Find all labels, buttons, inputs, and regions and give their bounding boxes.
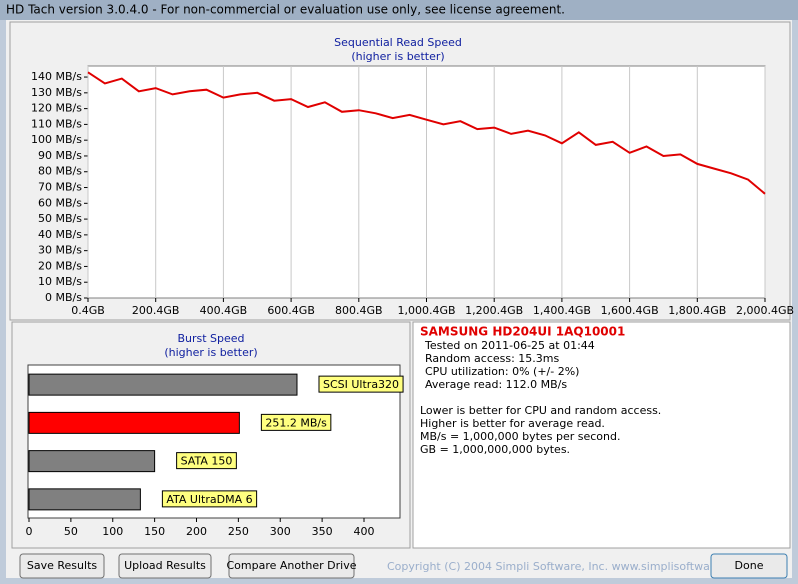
bar-label: SATA 150 xyxy=(176,452,237,470)
x-tick-label: 200 xyxy=(186,525,207,538)
button-label: Done xyxy=(735,559,764,572)
button-label: Upload Results xyxy=(124,559,206,572)
label-box xyxy=(318,375,404,393)
info-note: Higher is better for average read. xyxy=(420,417,605,430)
chart-title: Burst Speed xyxy=(177,332,244,345)
bar-label: SCSI Ultra320 xyxy=(318,375,404,393)
burst-bar xyxy=(28,488,141,511)
button-face xyxy=(19,553,105,579)
x-tick-label: 150 xyxy=(144,525,165,538)
bar-label-text: SATA 150 xyxy=(181,455,233,468)
button[interactable]: Compare Another Drive xyxy=(226,553,357,579)
x-tick-label: 0.4GB xyxy=(71,304,105,317)
bar-label-text: ATA UltraDMA 6 xyxy=(166,493,252,506)
x-tick-label: 1,200.4GB xyxy=(465,304,523,317)
y-tick-label: 110 MB/s xyxy=(31,117,82,130)
copyright: Copyright (C) 2004 Simpli Software, Inc.… xyxy=(387,560,748,573)
x-tick-label: 50 xyxy=(64,525,78,538)
burst-bar xyxy=(28,450,156,473)
burst-bar xyxy=(28,411,240,434)
read-line xyxy=(87,71,766,195)
x-tick-label: 0 xyxy=(26,525,33,538)
y-tick-label: 90 MB/s xyxy=(38,149,82,162)
x-tick-label: 1,800.4GB xyxy=(668,304,726,317)
y-tick-label: 130 MB/s xyxy=(31,86,82,99)
info-detail: CPU utilization: 0% (+/- 2%) xyxy=(425,365,579,378)
burst-bar xyxy=(28,373,298,396)
info-detail: Random access: 15.3ms xyxy=(425,352,560,365)
x-tick-label: 2,000.4GB xyxy=(736,304,794,317)
y-tick-label: 0 MB/s xyxy=(45,291,82,304)
bar-label-text: SCSI Ultra320 xyxy=(323,378,399,391)
info-detail: Average read: 112.0 MB/s xyxy=(425,378,567,391)
y-tick-label: 140 MB/s xyxy=(31,70,82,83)
y-tick-label: 100 MB/s xyxy=(31,133,82,146)
x-tick-label: 1,400.4GB xyxy=(533,304,591,317)
info-detail: Tested on 2011-06-25 at 01:44 xyxy=(424,339,595,352)
button-label: Save Results xyxy=(27,559,97,572)
y-tick-label: 30 MB/s xyxy=(38,244,82,257)
y-tick-label: 80 MB/s xyxy=(38,165,82,178)
x-tick-label: 200.4GB xyxy=(132,304,180,317)
info-note: MB/s = 1,000,000 bytes per second. xyxy=(420,430,620,443)
bar-label-text: 251.2 MB/s xyxy=(265,416,327,429)
button-face xyxy=(710,553,788,579)
bar-label: ATA UltraDMA 6 xyxy=(161,490,258,508)
x-tick-label: 1,000.4GB xyxy=(397,304,455,317)
window-title: HD Tach version 3.0.4.0 - For non-commer… xyxy=(6,3,565,17)
title-bar xyxy=(0,0,798,20)
y-tick-label: 10 MB/s xyxy=(38,275,82,288)
info-note: Lower is better for CPU and random acces… xyxy=(420,404,661,417)
button[interactable]: Upload Results xyxy=(118,553,212,579)
label-box xyxy=(260,413,332,431)
y-tick-label: 120 MB/s xyxy=(31,102,82,115)
bar-label: 251.2 MB/s xyxy=(260,413,332,431)
x-tick-label: 100 xyxy=(102,525,123,538)
y-tick-label: 70 MB/s xyxy=(38,181,82,194)
x-tick-label: 400.4GB xyxy=(200,304,248,317)
x-tick-label: 800.4GB xyxy=(335,304,383,317)
x-tick-label: 300 xyxy=(270,525,291,538)
button[interactable]: Save Results xyxy=(19,553,105,579)
x-tick-label: 350 xyxy=(312,525,333,538)
button-face xyxy=(228,553,355,579)
x-tick-label: 600.4GB xyxy=(267,304,315,317)
button-face xyxy=(118,553,212,579)
info-panel xyxy=(412,321,791,549)
chart-subtitle: (higher is better) xyxy=(351,50,444,63)
label-box xyxy=(161,490,258,508)
label-box xyxy=(176,452,237,470)
y-tick-label: 40 MB/s xyxy=(38,228,82,241)
chart-subtitle: (higher is better) xyxy=(164,346,257,359)
x-tick-label: 250 xyxy=(228,525,249,538)
drive-name: SAMSUNG HD204UI 1AQ10001 xyxy=(420,325,625,339)
button[interactable]: Done xyxy=(710,553,788,579)
chart-title: Sequential Read Speed xyxy=(334,36,462,49)
button-label: Compare Another Drive xyxy=(226,559,356,572)
y-tick-label: 20 MB/s xyxy=(38,259,82,272)
info-note: GB = 1,000,000,000 bytes. xyxy=(420,443,570,456)
y-tick-label: 60 MB/s xyxy=(38,196,82,209)
y-tick-label: 50 MB/s xyxy=(38,212,82,225)
x-tick-label: 400 xyxy=(353,525,374,538)
x-tick-label: 1,600.4GB xyxy=(601,304,659,317)
